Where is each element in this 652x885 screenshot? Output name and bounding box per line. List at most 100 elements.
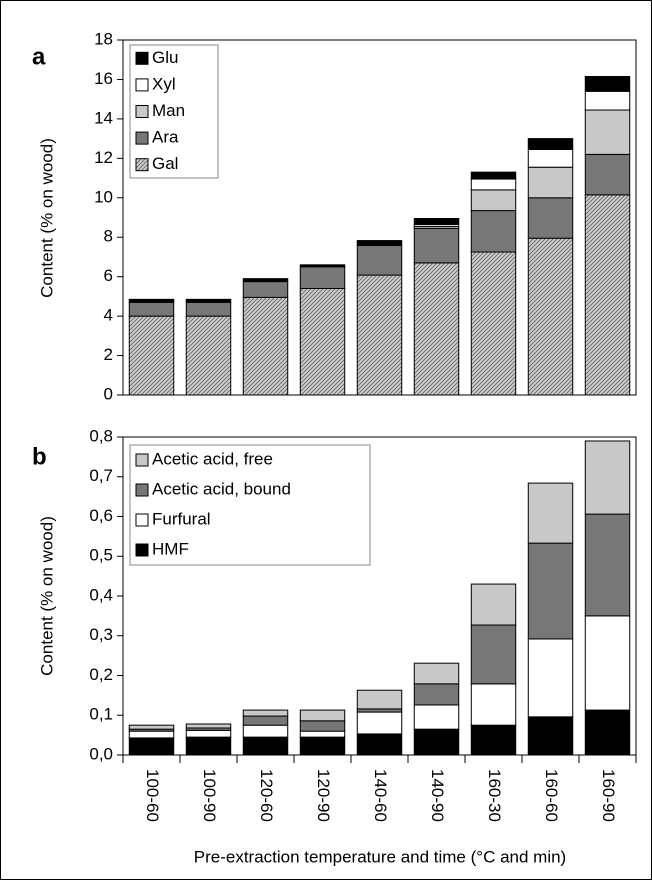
bar-segment bbox=[356, 733, 403, 756]
bar-segment bbox=[584, 615, 631, 711]
legend-label: Glu bbox=[152, 48, 178, 67]
legend-box bbox=[129, 444, 371, 566]
y-tick-label: 2 bbox=[104, 345, 113, 364]
bar-segment bbox=[584, 153, 631, 196]
y-tick-label: 8 bbox=[104, 227, 113, 246]
y-tick-label: 14 bbox=[94, 108, 113, 127]
bar-segment bbox=[584, 194, 631, 396]
bar-segment bbox=[299, 720, 346, 732]
legend-swatch bbox=[135, 483, 149, 497]
y-tick-label: 0,0 bbox=[89, 744, 113, 763]
x-tick-label: 120-90 bbox=[314, 769, 333, 822]
bar-segment bbox=[527, 482, 574, 544]
bar-segment bbox=[413, 227, 460, 264]
bar-segment bbox=[584, 513, 631, 617]
bar-segment bbox=[356, 274, 403, 396]
y-axis-label: Content (% on wood) bbox=[37, 138, 56, 298]
y-tick-label: 4 bbox=[104, 306, 113, 325]
bar-segment bbox=[242, 715, 289, 726]
bar-segment bbox=[185, 729, 232, 738]
legend-label: Man bbox=[152, 101, 185, 120]
bar-segment bbox=[413, 662, 460, 685]
bar-segment bbox=[185, 315, 232, 396]
bar-segment bbox=[470, 583, 517, 626]
bar-segment bbox=[527, 166, 574, 199]
bar-segment bbox=[584, 440, 631, 515]
bar-segment bbox=[470, 724, 517, 756]
legend-swatch bbox=[135, 51, 149, 65]
bar-segment bbox=[470, 189, 517, 212]
bar-segment bbox=[242, 281, 289, 298]
legend-swatch bbox=[135, 453, 149, 467]
x-tick-label: 140-90 bbox=[428, 769, 447, 822]
bar-segment bbox=[470, 178, 517, 191]
bar-segment bbox=[413, 683, 460, 706]
y-tick-label: 6 bbox=[104, 266, 113, 285]
bar-segment bbox=[470, 171, 517, 180]
y-tick-label: 16 bbox=[94, 69, 113, 88]
bar-segment bbox=[470, 251, 517, 396]
y-tick-label: 0,4 bbox=[89, 585, 113, 604]
y-tick-label: 0,8 bbox=[89, 426, 113, 445]
bar-segment bbox=[527, 542, 574, 640]
bar-segment bbox=[527, 716, 574, 756]
bar-segment bbox=[128, 730, 175, 739]
x-tick-label: 160-90 bbox=[599, 769, 618, 822]
legend-label: Xyl bbox=[152, 74, 176, 93]
bar-segment bbox=[128, 315, 175, 396]
legend-label: Furfural bbox=[152, 509, 211, 528]
bar-segment bbox=[128, 737, 175, 756]
bar-segment bbox=[242, 296, 289, 396]
y-tick-label: 0,2 bbox=[89, 665, 113, 684]
bar-segment bbox=[185, 723, 232, 729]
bar-segment bbox=[242, 278, 289, 283]
y-tick-label: 18 bbox=[94, 29, 113, 48]
legend-label: Ara bbox=[152, 128, 179, 147]
bar-segment bbox=[128, 301, 175, 317]
legend-swatch bbox=[135, 131, 149, 145]
bar-segment bbox=[527, 237, 574, 396]
y-tick-label: 0,7 bbox=[89, 466, 113, 485]
legend-swatch bbox=[135, 158, 149, 172]
bar-segment bbox=[185, 298, 232, 303]
legend-swatch bbox=[135, 105, 149, 118]
legend-swatch bbox=[135, 78, 149, 92]
y-tick-label: 10 bbox=[94, 187, 113, 206]
bar-segment bbox=[356, 711, 403, 735]
x-tick-label: 100-60 bbox=[143, 769, 162, 822]
bar-segment bbox=[527, 138, 574, 150]
bar-segment bbox=[584, 75, 631, 92]
legend-swatch bbox=[135, 543, 149, 557]
x-tick-label: 120-60 bbox=[257, 769, 276, 822]
panel-label: b bbox=[32, 443, 47, 470]
panel-label: a bbox=[32, 43, 46, 70]
bar-segment bbox=[299, 730, 346, 738]
bar-segment bbox=[299, 264, 346, 268]
bar-segment bbox=[527, 638, 574, 718]
bar-segment bbox=[356, 689, 403, 710]
y-tick-label: 0 bbox=[104, 384, 113, 403]
y-tick-label: 0,3 bbox=[89, 625, 113, 644]
bar-segment bbox=[128, 724, 175, 730]
bar-segment bbox=[413, 704, 460, 730]
legend-label: Acetic acid, free bbox=[152, 449, 273, 468]
bar-segment bbox=[185, 736, 232, 756]
x-tick-label: 140-60 bbox=[371, 769, 390, 822]
bar-segment bbox=[299, 709, 346, 722]
bar-segment bbox=[242, 724, 289, 738]
y-axis-label: Content (% on wood) bbox=[37, 516, 56, 676]
y-tick-label: 12 bbox=[94, 148, 113, 167]
bar-segment bbox=[413, 728, 460, 756]
y-tick-label: 0,5 bbox=[89, 546, 113, 565]
legend-label: Acetic acid, bound bbox=[152, 479, 291, 498]
bar-segment bbox=[413, 262, 460, 396]
y-tick-label: 0,1 bbox=[89, 705, 113, 724]
x-tick-label: 160-30 bbox=[485, 769, 504, 822]
bar-segment bbox=[242, 709, 289, 717]
bar-segment bbox=[356, 245, 403, 276]
x-axis-label: Pre-extraction temperature and time (°C … bbox=[194, 847, 566, 866]
bar-segment bbox=[185, 301, 232, 317]
bar-segment bbox=[242, 736, 289, 756]
legend-swatch bbox=[135, 513, 149, 527]
